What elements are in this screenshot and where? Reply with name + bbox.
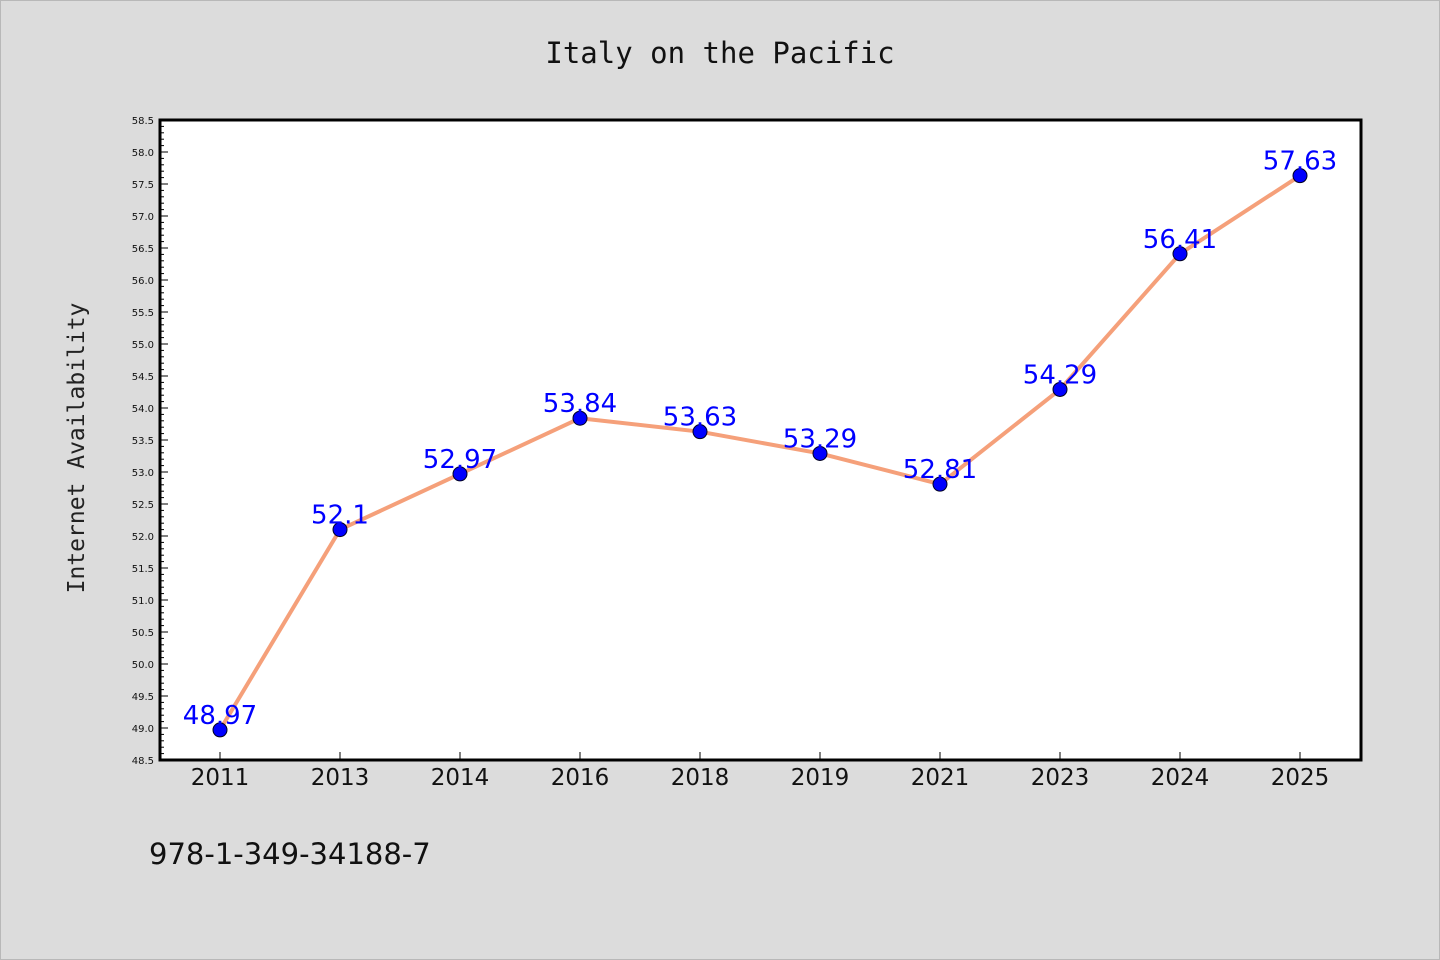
y-tick-label: 55.0 [132, 340, 154, 351]
series-line-group [218, 173, 1302, 732]
data-markers [212, 168, 1308, 738]
isbn-annotation: 978-1-349-34188-7 [149, 837, 431, 871]
y-axis-ticks: 48.5 49.0 49.5 50.0 50.5 51.0 51.5 52.0 52.5 53.0… [132, 116, 168, 767]
y-tick-label: 50.5 [132, 628, 154, 639]
data-label: 54.29 [1023, 360, 1097, 390]
y-tick-label: 53.0 [132, 468, 154, 479]
series-line [218, 173, 1302, 732]
y-tick-label: 49.5 [132, 692, 154, 703]
x-tick-label: 2011 [191, 765, 250, 791]
data-label: 56.41 [1143, 225, 1217, 255]
y-tick-label: 58.5 [132, 116, 154, 127]
y-tick-label: 51.0 [132, 596, 154, 607]
y-tick-label: 56.0 [132, 276, 154, 287]
y-tick-label: 50.0 [132, 660, 154, 671]
data-labels: 48.97 52.1 52.97 53.84 53.63 53.29 52.81 54.29 5… [183, 147, 1337, 731]
data-point [692, 424, 708, 440]
x-tick-label: 2023 [1031, 765, 1090, 791]
x-tick-label: 2014 [431, 765, 490, 791]
data-point [1052, 381, 1068, 397]
y-tick-label: 58.0 [132, 148, 154, 159]
y-tick-label: 52.0 [132, 532, 154, 543]
y-tick-label: 54.5 [132, 372, 154, 383]
y-tick-label: 49.0 [132, 724, 154, 735]
x-tick-label: 2013 [311, 765, 370, 791]
y-tick-label: 51.5 [132, 564, 154, 575]
data-label: 48.97 [183, 701, 257, 731]
data-point [1292, 168, 1308, 184]
data-label: 52.81 [903, 455, 977, 485]
y-tick-label: 55.5 [132, 308, 154, 319]
data-point [812, 445, 828, 461]
y-tick-label: 57.5 [132, 180, 154, 191]
chart-title: Italy on the Pacific [545, 36, 894, 70]
data-label: 52.1 [311, 501, 369, 531]
y-tick-label: 54.0 [132, 404, 154, 415]
data-point [932, 476, 948, 492]
y-axis-label: Internet Availability [64, 303, 90, 594]
data-point [332, 522, 348, 538]
y-tick-label: 57.0 [132, 212, 154, 223]
x-tick-label: 2024 [1151, 765, 1210, 791]
data-point [1172, 246, 1188, 262]
data-point [452, 466, 468, 482]
data-label: 53.84 [543, 389, 617, 419]
x-tick-label: 2018 [671, 765, 730, 791]
plot-border [158, 118, 1363, 762]
x-tick-label: 2019 [791, 765, 850, 791]
y-tick-label: 48.5 [132, 756, 154, 767]
data-point [572, 410, 588, 426]
y-tick-label: 56.5 [132, 244, 154, 255]
y-tick-label: 53.5 [132, 436, 154, 447]
plot-area [160, 120, 1361, 760]
data-label: 52.97 [423, 445, 497, 475]
data-label: 57.63 [1263, 147, 1337, 177]
data-point [212, 722, 228, 738]
x-tick-label: 2025 [1271, 765, 1330, 791]
x-tick-label: 2021 [911, 765, 970, 791]
x-tick-label: 2016 [551, 765, 610, 791]
y-tick-label: 52.5 [132, 500, 154, 511]
data-label: 53.63 [663, 403, 737, 433]
x-axis-ticks: 2011 2013 2014 2016 2018 2019 2021 2023 2024 2025 [191, 752, 1330, 791]
data-label: 53.29 [783, 424, 857, 454]
